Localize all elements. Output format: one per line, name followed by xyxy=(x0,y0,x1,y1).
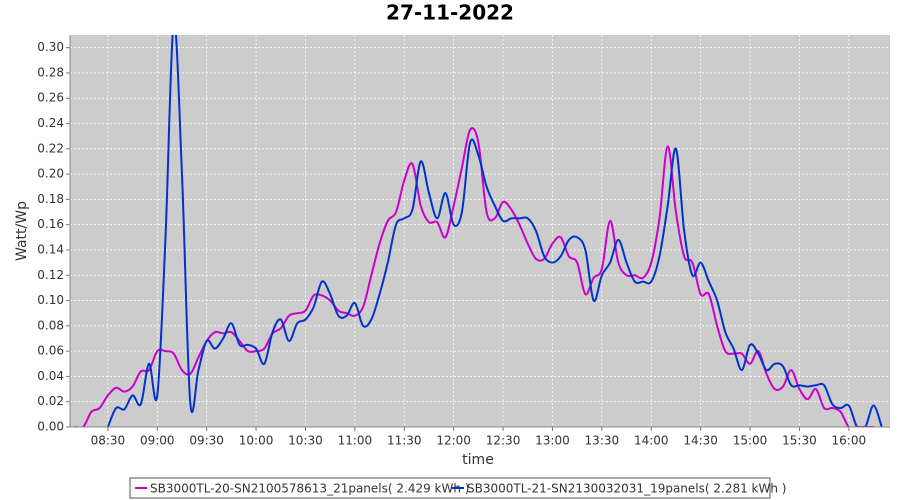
y-tick-label: 0.02 xyxy=(37,394,64,408)
y-tick-label: 0.08 xyxy=(37,318,64,332)
lines xyxy=(74,35,883,427)
series-line xyxy=(106,35,883,427)
y-tick-label: 0.16 xyxy=(37,217,64,231)
y-tick-label: 0.28 xyxy=(37,65,64,79)
x-tick-label: 15:00 xyxy=(733,434,768,448)
chart-title: 27-11-2022 xyxy=(386,1,514,25)
x-tick-label: 14:00 xyxy=(634,434,669,448)
x-tick-label: 13:30 xyxy=(585,434,620,448)
x-axis-label: time xyxy=(462,452,494,468)
y-tick-label: 0.24 xyxy=(37,116,64,130)
y-tick-label: 0.10 xyxy=(37,293,64,307)
y-axis-label: Watt/Wp xyxy=(14,201,30,261)
legend-label: SB3000TL-20-SN2100578613_21panels( 2.429… xyxy=(150,482,469,496)
y-tick-label: 0.26 xyxy=(37,91,64,105)
x-tick-label: 12:30 xyxy=(486,434,521,448)
x-tick-label: 09:30 xyxy=(189,434,224,448)
x-tick-label: 10:00 xyxy=(239,434,274,448)
y-tick-label: 0.30 xyxy=(37,40,64,54)
x-tick-label: 16:00 xyxy=(832,434,867,448)
x-tick-label: 14:30 xyxy=(683,434,718,448)
y-tick-label: 0.12 xyxy=(37,268,64,282)
x-tick-label: 11:30 xyxy=(387,434,422,448)
y-tick-label: 0.00 xyxy=(37,420,64,434)
x-tick-label: 15:30 xyxy=(782,434,817,448)
y-tick-label: 0.06 xyxy=(37,344,64,358)
x-tick-label: 09:00 xyxy=(140,434,175,448)
x-tick-label: 13:00 xyxy=(535,434,570,448)
x-tick-label: 08:30 xyxy=(91,434,126,448)
y-tick-label: 0.04 xyxy=(37,369,64,383)
x-tick-label: 11:00 xyxy=(338,434,373,448)
y-tick-label: 0.14 xyxy=(37,242,64,256)
x-tick-label: 10:30 xyxy=(288,434,323,448)
legend xyxy=(129,477,771,499)
series-line xyxy=(74,127,874,427)
y-tick-label: 0.18 xyxy=(37,192,64,206)
x-tick-label: 12:00 xyxy=(436,434,471,448)
legend-label: SB3000TL-21-SN2130032031_19panels( 2.281… xyxy=(467,482,786,496)
y-tick-label: 0.20 xyxy=(37,167,64,181)
y-tick-label: 0.22 xyxy=(37,141,64,155)
